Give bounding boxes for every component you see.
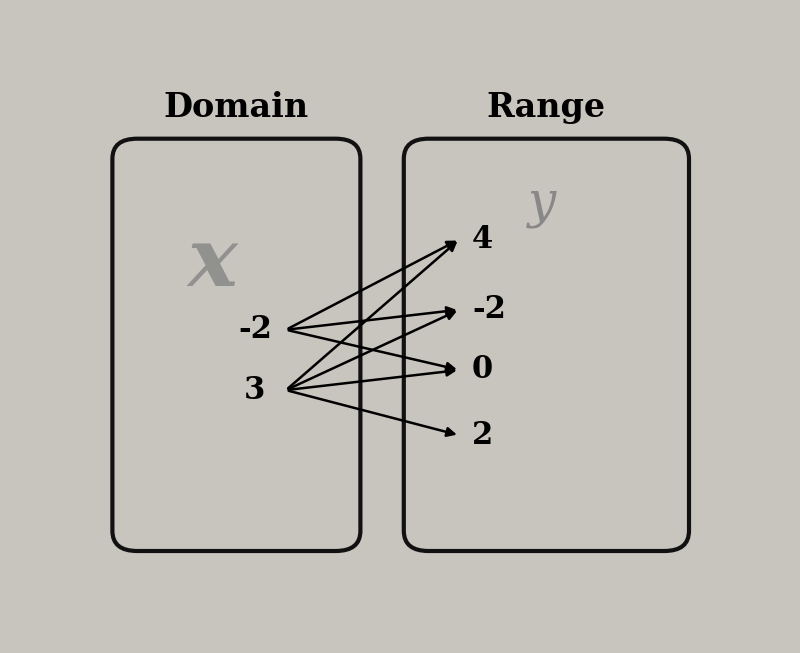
Text: -2: -2 bbox=[472, 294, 506, 325]
Text: 0: 0 bbox=[472, 355, 493, 385]
Text: x: x bbox=[188, 223, 238, 303]
Text: 3: 3 bbox=[244, 375, 266, 406]
Text: 4: 4 bbox=[472, 224, 494, 255]
Text: Domain: Domain bbox=[164, 91, 309, 123]
Text: Range: Range bbox=[487, 91, 606, 123]
Text: y: y bbox=[527, 179, 556, 228]
Text: 2: 2 bbox=[472, 420, 494, 451]
Text: -2: -2 bbox=[238, 314, 272, 345]
